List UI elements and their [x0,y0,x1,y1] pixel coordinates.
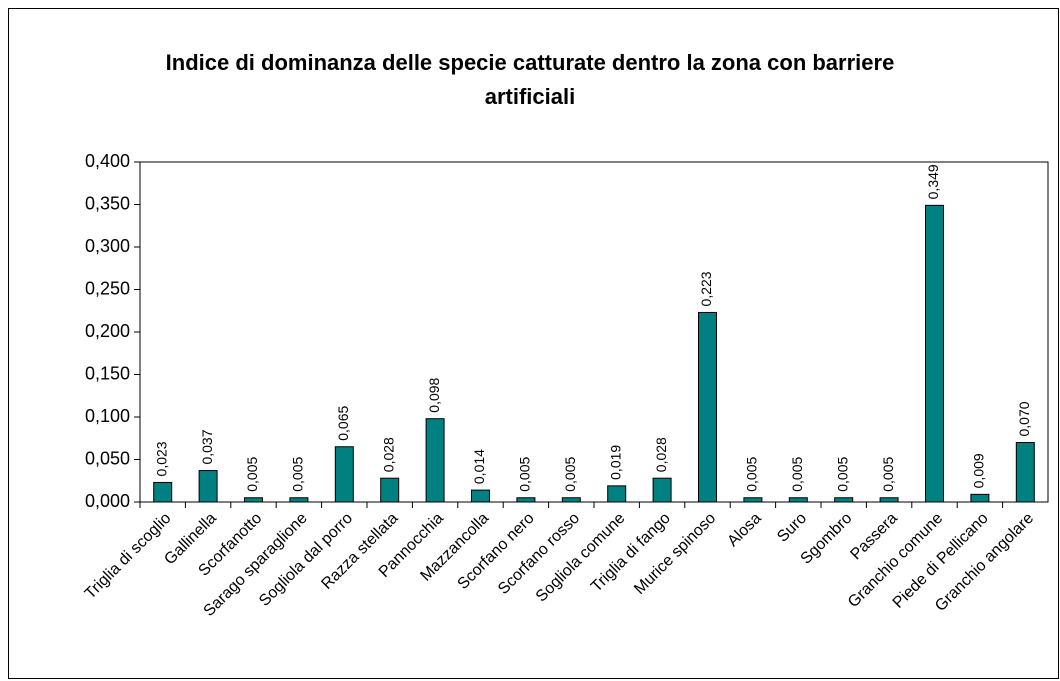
value-label: 0,098 [426,377,442,412]
bar [834,497,854,503]
value-label: 0,005 [744,457,760,492]
y-tick-label: 0,250 [85,278,130,298]
chart-border [8,8,1059,679]
bar [334,446,354,503]
bar [153,481,173,503]
y-tick-label: 0,400 [85,151,130,171]
bar [970,493,990,503]
bar [198,470,218,503]
value-label: 0,070 [1016,401,1032,436]
bar [471,489,490,503]
x-tick-label: Alosa [724,510,764,550]
chart-title: Indice di dominanza delle specie cattura… [165,50,895,109]
bar [1015,442,1035,503]
x-tick-label: Triglia di fango [588,510,674,596]
bar [925,204,944,503]
x-tick-label: Murice spinoso [631,510,719,598]
value-label: 0,014 [471,449,487,484]
value-label: 0,028 [653,437,669,472]
value-label: 0,005 [517,457,533,492]
value-label: 0,028 [380,437,396,472]
y-tick-label: 0,200 [85,321,130,341]
plot-area [139,161,1049,503]
value-label: 0,009 [971,453,987,488]
x-tick-label: Suro [774,510,810,546]
bar [425,418,445,503]
value-label: 0,037 [199,429,215,464]
y-tick-label: 0,350 [85,193,130,213]
bar [788,497,808,503]
value-label: 0,019 [607,445,623,480]
bar [380,477,400,503]
y-tick-label: 0,100 [85,406,130,426]
value-label: 0,005 [880,457,896,492]
value-label: 0,005 [244,457,260,492]
value-label: 0,023 [153,441,169,476]
bar [743,497,763,503]
bar [879,497,899,503]
bar [561,497,581,503]
value-label: 0,005 [834,457,850,492]
value-label: 0,005 [562,457,578,492]
value-label: 0,005 [789,457,805,492]
value-label: 0,349 [925,164,941,199]
bar [698,311,717,503]
bar [516,497,536,503]
bar [289,497,309,503]
y-tick-label: 0,050 [85,448,130,468]
bar [244,497,263,503]
value-label: 0,065 [335,406,351,441]
bar [607,485,627,503]
value-label: 0,223 [698,271,714,306]
bar [652,477,672,503]
y-tick-label: 0,150 [85,363,130,383]
value-label: 0,005 [290,457,306,492]
x-tick-label: Scorfano rosso [495,510,583,598]
y-tick-label: 0,300 [85,236,130,256]
y-tick-label: 0,000 [85,491,130,511]
